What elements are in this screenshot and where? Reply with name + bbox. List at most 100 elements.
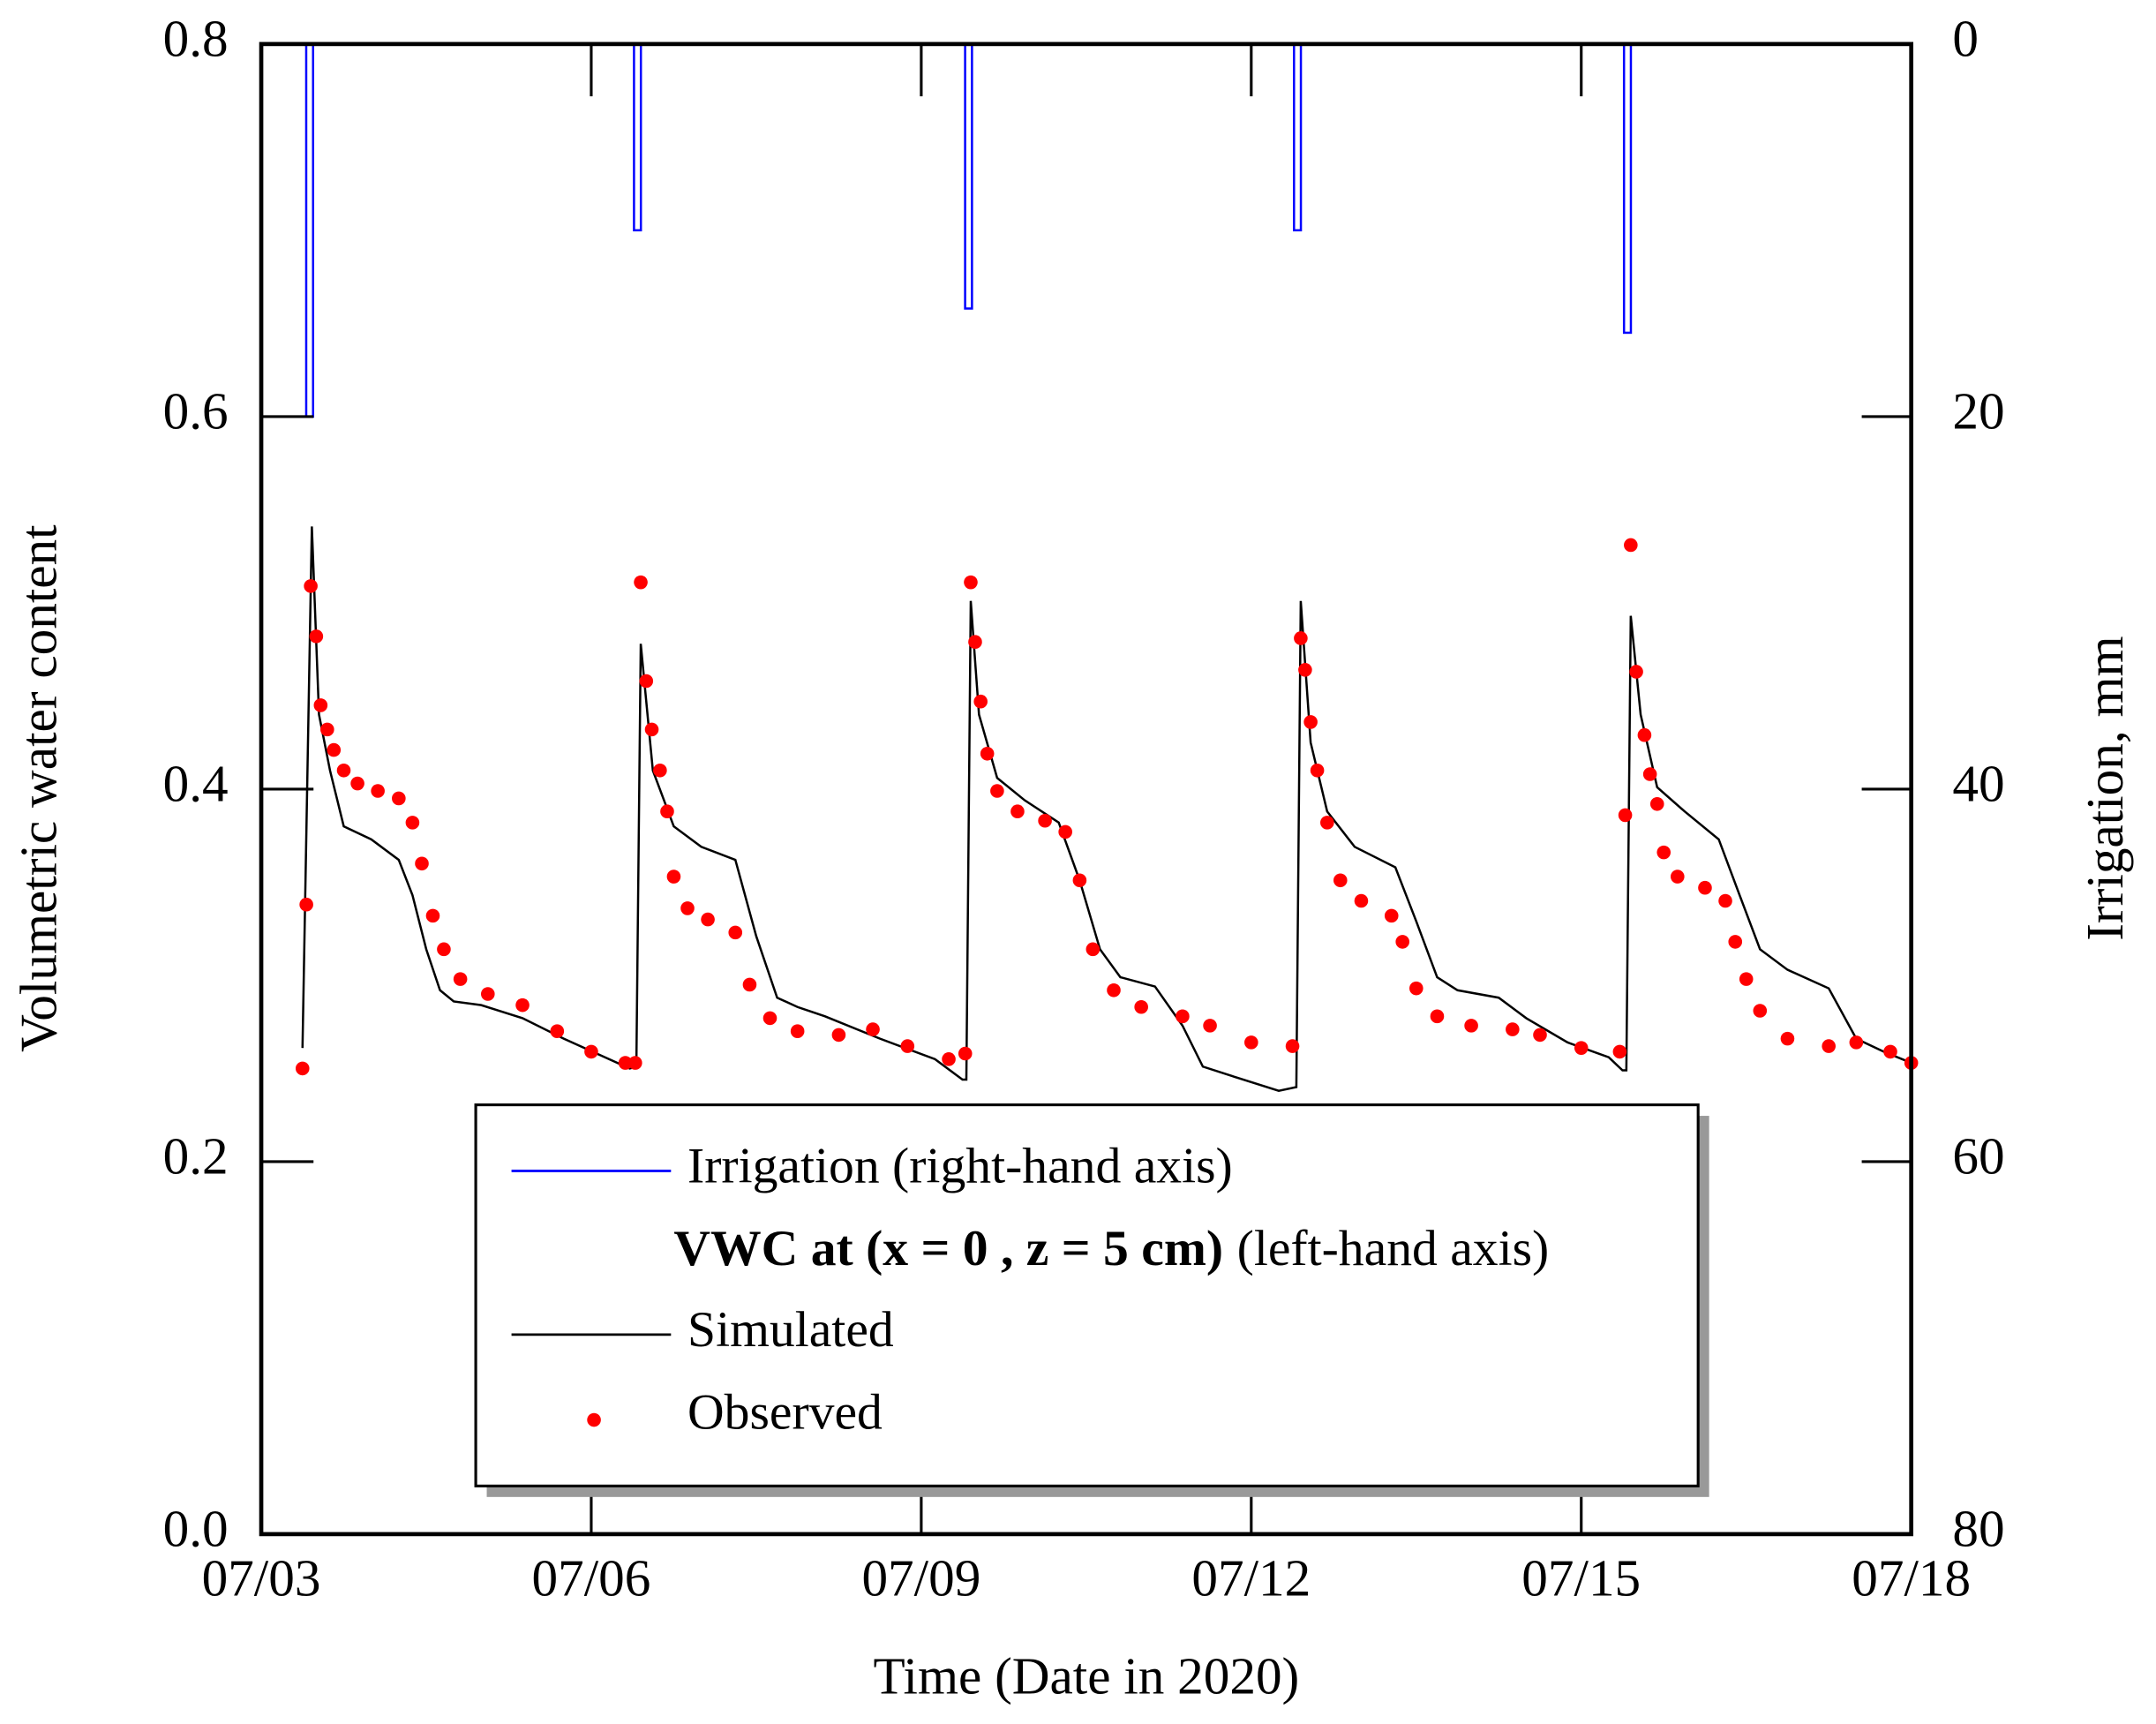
observed-point — [584, 1044, 598, 1059]
observed-point — [660, 804, 674, 819]
observed-point — [973, 694, 988, 709]
y2-tick-label: 20 — [1952, 381, 2004, 440]
x-tick-label: 07/03 — [202, 1549, 321, 1607]
y-tick-label: 0.4 — [163, 754, 229, 812]
observed-point — [666, 870, 681, 884]
observed-point — [958, 1046, 973, 1061]
observed-point — [1822, 1039, 1836, 1053]
y-tick-label: 0.2 — [163, 1126, 229, 1185]
observed-point — [1333, 873, 1348, 888]
legend-label: Irrigation (right-hand axis) — [687, 1139, 1233, 1194]
observed-point — [1656, 845, 1671, 860]
observed-point — [425, 908, 440, 923]
observed-point — [742, 977, 757, 992]
observed-point — [437, 942, 451, 957]
observed-point — [1395, 935, 1409, 949]
observed-point — [968, 635, 982, 649]
observed-point — [1883, 1044, 1897, 1059]
observed-point — [1629, 665, 1643, 679]
observed-point — [313, 698, 328, 712]
observed-point — [900, 1039, 915, 1053]
observed-point — [1671, 870, 1685, 884]
observed-point — [653, 763, 667, 778]
observed-point — [1739, 972, 1754, 986]
simulated-line — [301, 526, 1912, 1093]
observed-point — [942, 1052, 956, 1066]
observed-point — [1533, 1028, 1547, 1043]
observed-point — [1698, 880, 1712, 895]
y2-tick-label: 40 — [1952, 754, 2004, 812]
observed-point — [644, 722, 659, 737]
observed-point — [866, 1022, 880, 1036]
observed-point — [1728, 935, 1743, 949]
observed-point — [1464, 1019, 1478, 1033]
y-tick-label: 0.6 — [163, 381, 229, 440]
observed-point — [1310, 763, 1325, 778]
legend-heading: (left-hand axis) — [1237, 1221, 1550, 1276]
observed-point — [1354, 893, 1369, 908]
observed-point — [628, 1056, 642, 1070]
observed-point — [1320, 816, 1334, 830]
irrigation-bar — [304, 42, 315, 418]
observed-point — [1624, 538, 1638, 553]
y2-axis-label: Irrigation, mm — [2076, 636, 2134, 940]
legend-box — [474, 1103, 1700, 1487]
observed-point — [481, 987, 495, 1001]
observed-point — [1637, 727, 1652, 742]
y-tick-label: 0.8 — [163, 9, 229, 67]
observed-point — [550, 1024, 565, 1038]
observed-point — [299, 897, 313, 912]
observed-point — [453, 972, 468, 986]
observed-point — [701, 912, 715, 927]
observed-point — [1849, 1035, 1864, 1050]
y2-tick-label: 0 — [1952, 9, 1979, 67]
observed-point — [405, 816, 420, 830]
observed-point — [1649, 796, 1664, 811]
observed-point — [980, 747, 995, 761]
observed-point — [1107, 982, 1121, 998]
irrigation-bar — [633, 42, 642, 232]
observed-point — [1176, 1009, 1190, 1024]
observed-point — [1058, 824, 1072, 839]
observed-point — [618, 1056, 633, 1070]
observed-point — [762, 1011, 778, 1026]
legend-label: Simulated — [687, 1302, 894, 1358]
legend: Irrigation (right-hand axis) Simulated Obs… — [474, 1103, 1709, 1497]
observed-point — [304, 579, 318, 593]
observed-point — [392, 791, 406, 806]
observed-point — [515, 998, 530, 1013]
observed-point — [1134, 999, 1148, 1014]
observed-point — [1298, 663, 1312, 677]
legend-marker — [587, 1412, 601, 1427]
observed-point — [1506, 1022, 1520, 1036]
observed-point — [320, 722, 334, 737]
observed-point — [1780, 1031, 1795, 1046]
observed-point — [1618, 808, 1633, 823]
observed-point — [1072, 873, 1087, 888]
x-tick-label: 07/15 — [1521, 1549, 1641, 1607]
observed-point — [1294, 631, 1308, 645]
observed-point — [964, 575, 978, 590]
observed-point — [831, 1028, 846, 1043]
observed-point — [1285, 1039, 1300, 1053]
observed-point — [1753, 1004, 1768, 1018]
observed-point — [371, 784, 385, 798]
x-tick-label: 07/12 — [1191, 1549, 1311, 1607]
x-axis-label: Time (Date in 2020) — [873, 1646, 1299, 1705]
observed-point — [990, 784, 1004, 798]
observed-point — [1409, 981, 1424, 996]
observed-point — [1718, 893, 1732, 908]
legend-label: Observed — [687, 1385, 883, 1441]
observed-point — [639, 674, 654, 689]
observed-point — [1203, 1019, 1217, 1033]
y2-tick-label: 60 — [1952, 1126, 2004, 1185]
observed-point — [1086, 942, 1101, 957]
y-tick-label: 0.0 — [163, 1499, 229, 1557]
observed-point — [1010, 804, 1025, 819]
x-tick-label: 07/18 — [1852, 1549, 1971, 1607]
observed-point — [728, 925, 743, 940]
observed-point — [1384, 908, 1399, 923]
x-tick-label: 07/09 — [861, 1549, 980, 1607]
